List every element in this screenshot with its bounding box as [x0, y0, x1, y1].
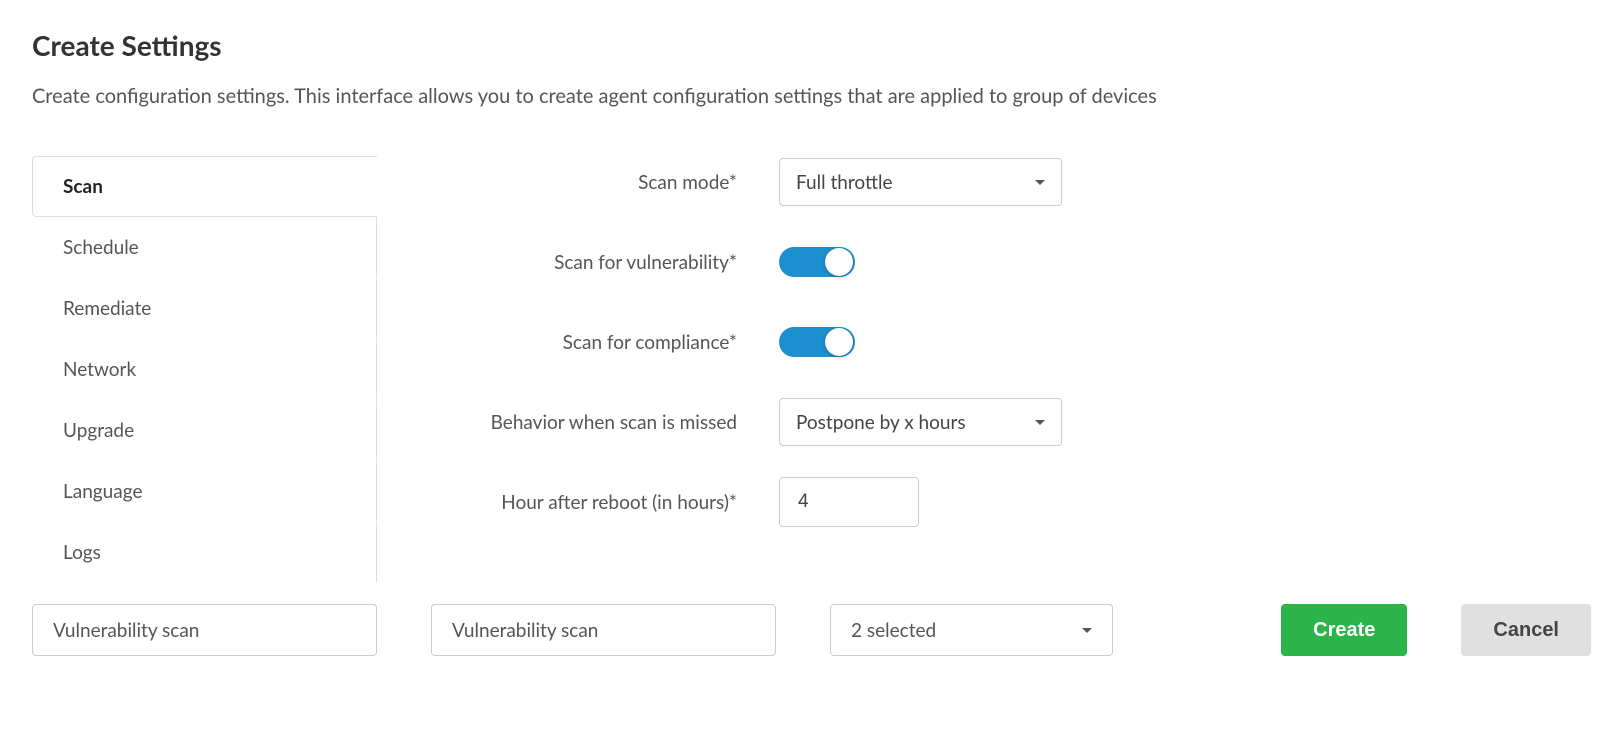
tab-upgrade[interactable]: Upgrade: [32, 400, 377, 461]
tab-logs[interactable]: Logs: [32, 522, 377, 583]
form-area: Scan mode* Full throttle Scan for vulner…: [377, 156, 1117, 586]
chevron-down-icon: [1035, 180, 1045, 185]
row-scan-comp: Scan for compliance*: [437, 316, 1117, 368]
label-scan-vuln: Scan for vulnerability*: [437, 251, 737, 274]
footer-input-2[interactable]: Vulnerability scan: [431, 604, 776, 656]
footer-select-value: 2 selected: [851, 619, 936, 642]
label-hour-after-reboot: Hour after reboot (in hours)*: [437, 491, 737, 514]
tab-schedule[interactable]: Schedule: [32, 217, 377, 278]
row-behavior-missed: Behavior when scan is missed Postpone by…: [437, 396, 1117, 448]
select-scan-mode[interactable]: Full throttle: [779, 158, 1062, 206]
main-area: Scan Schedule Remediate Network Upgrade …: [32, 156, 1591, 586]
toggle-knob: [825, 248, 853, 276]
footer: Vulnerability scan Vulnerability scan 2 …: [32, 604, 1591, 656]
input-hour-after-reboot[interactable]: [779, 477, 919, 527]
row-hour-after-reboot: Hour after reboot (in hours)*: [437, 476, 1117, 528]
tab-remediate[interactable]: Remediate: [32, 278, 377, 339]
label-behavior-missed: Behavior when scan is missed: [437, 411, 737, 434]
page-title: Create Settings: [32, 28, 1591, 62]
tab-network[interactable]: Network: [32, 339, 377, 400]
chevron-down-icon: [1082, 628, 1092, 633]
toggle-knob: [825, 328, 853, 356]
footer-input-1[interactable]: Vulnerability scan: [32, 604, 377, 656]
select-behavior-missed-value: Postpone by x hours: [796, 411, 966, 434]
row-scan-vuln: Scan for vulnerability*: [437, 236, 1117, 288]
row-scan-mode: Scan mode* Full throttle: [437, 156, 1117, 208]
page-description: Create configuration settings. This inte…: [32, 84, 1591, 108]
chevron-down-icon: [1035, 420, 1045, 425]
tab-scan[interactable]: Scan: [32, 156, 377, 217]
create-button[interactable]: Create: [1281, 604, 1407, 656]
label-scan-mode: Scan mode*: [437, 171, 737, 194]
footer-select[interactable]: 2 selected: [830, 604, 1113, 656]
select-behavior-missed[interactable]: Postpone by x hours: [779, 398, 1062, 446]
label-scan-comp: Scan for compliance*: [437, 331, 737, 354]
cancel-button[interactable]: Cancel: [1461, 604, 1591, 656]
tabs-sidebar: Scan Schedule Remediate Network Upgrade …: [32, 156, 377, 586]
select-scan-mode-value: Full throttle: [796, 171, 893, 194]
tab-language[interactable]: Language: [32, 461, 377, 522]
toggle-scan-comp[interactable]: [779, 327, 855, 357]
toggle-scan-vuln[interactable]: [779, 247, 855, 277]
